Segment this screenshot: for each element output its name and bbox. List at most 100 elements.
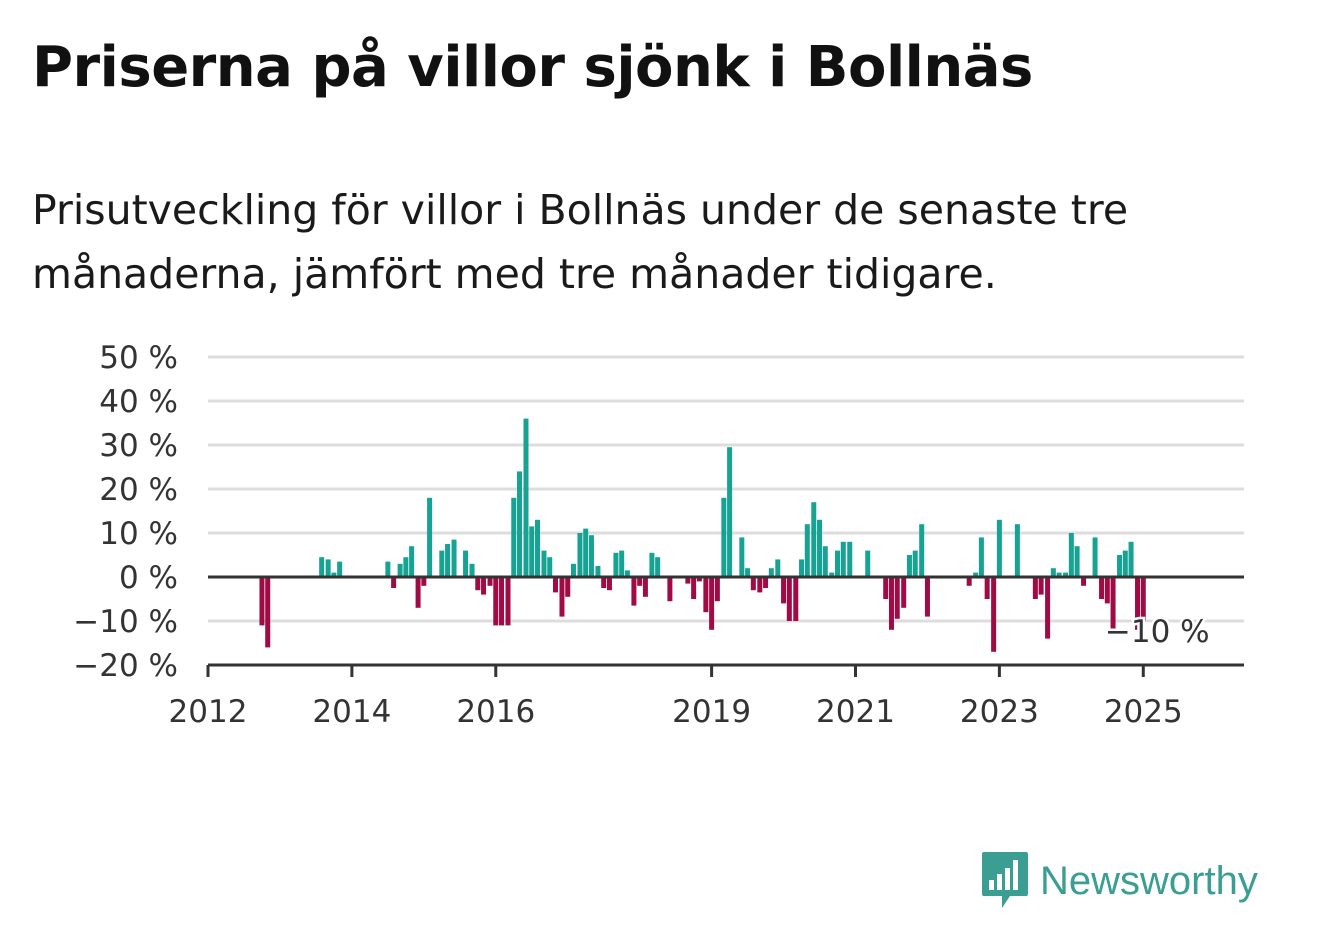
bar — [319, 557, 325, 577]
y-tick-label: 30 % — [99, 428, 178, 464]
bar — [750, 577, 756, 591]
bar — [642, 577, 648, 597]
bar — [835, 550, 841, 577]
bar — [421, 577, 427, 586]
bar — [984, 577, 990, 599]
newsworthy-bars-icon — [982, 852, 1028, 908]
x-tick-label: 2016 — [456, 694, 535, 730]
bar — [1099, 577, 1105, 599]
bar — [924, 577, 930, 617]
bar — [415, 577, 421, 608]
y-tick-label: 40 % — [99, 384, 178, 420]
bar-chart: −20 %−10 %0 %10 %20 %30 %40 %50 % 2012 20… — [73, 340, 1244, 730]
bar — [888, 577, 894, 630]
bar — [1117, 555, 1123, 577]
bar — [595, 566, 601, 577]
x-tick-label: 2012 — [169, 694, 248, 730]
bar — [847, 541, 853, 577]
chart-subtitle: Prisutveckling för villor i Bollnäs unde… — [32, 186, 1129, 298]
x-tick-label: 2014 — [312, 694, 391, 730]
x-tick-label: 2023 — [960, 694, 1039, 730]
bar — [427, 497, 433, 577]
bar — [991, 577, 997, 652]
y-axis-labels: −20 % −10 % 0 % 10 % 20 % 30 % 40 % 50 % — [73, 340, 178, 684]
bar — [619, 550, 625, 577]
last-value-label: −10 % — [1105, 614, 1210, 650]
bar — [685, 577, 691, 584]
bar — [966, 577, 972, 586]
bar — [1056, 572, 1062, 577]
bar — [397, 563, 403, 577]
bar — [1081, 577, 1087, 586]
bar — [1038, 577, 1044, 595]
bar — [565, 577, 571, 597]
bar — [493, 577, 499, 626]
bar — [822, 546, 828, 577]
logo-text: Newsworthy — [1040, 858, 1258, 903]
bar — [829, 572, 835, 577]
bar — [1068, 533, 1074, 577]
bar — [385, 561, 391, 577]
bar — [1104, 577, 1110, 604]
bar — [667, 577, 673, 602]
bar — [1110, 577, 1116, 630]
bar — [469, 563, 475, 577]
bar — [606, 577, 612, 591]
bar — [517, 471, 523, 577]
x-tick-label: 2019 — [672, 694, 751, 730]
y-tick-label: 0 % — [119, 560, 178, 596]
bar — [804, 524, 810, 577]
y-tick-label: 20 % — [99, 472, 178, 508]
bar — [996, 519, 1002, 577]
bar — [1135, 577, 1141, 630]
bar — [781, 577, 787, 604]
bar — [901, 577, 907, 608]
bar — [631, 577, 637, 606]
bar — [337, 561, 343, 577]
bar — [1092, 537, 1098, 577]
bar — [763, 577, 769, 588]
bar — [649, 552, 655, 577]
bar — [1063, 572, 1069, 577]
bar — [331, 572, 337, 577]
bar — [265, 577, 271, 648]
bar — [817, 519, 823, 577]
bar — [1140, 577, 1146, 621]
bar — [409, 546, 415, 577]
bar — [727, 447, 733, 577]
bars — [259, 418, 1146, 652]
bar — [1014, 524, 1020, 577]
bar — [481, 577, 487, 595]
bar — [1128, 541, 1134, 577]
bar — [793, 577, 799, 621]
bar — [786, 577, 792, 621]
bar — [583, 528, 589, 577]
bar — [703, 577, 709, 613]
bar — [541, 550, 547, 577]
axes — [206, 575, 1244, 677]
bar — [463, 550, 469, 577]
bar — [547, 557, 553, 577]
bar — [505, 577, 511, 626]
bar — [745, 568, 751, 577]
bar — [691, 577, 697, 599]
x-axis-labels: 2012 2014 2016 2019 2021 2023 2025 — [169, 694, 1183, 730]
bar — [1032, 577, 1038, 599]
bar — [475, 577, 481, 591]
bar — [511, 497, 517, 577]
bar — [403, 557, 409, 577]
bar — [739, 537, 745, 577]
annotations: −10 % — [1102, 612, 1212, 653]
bar — [775, 559, 781, 577]
bar — [912, 550, 918, 577]
bar — [757, 577, 763, 593]
bar — [1050, 568, 1056, 577]
x-tick-label: 2021 — [816, 694, 895, 730]
y-tick-label: 50 % — [99, 340, 178, 376]
bar — [439, 550, 445, 577]
bar — [1122, 550, 1128, 577]
bar — [919, 524, 925, 577]
bar — [799, 559, 805, 577]
y-tick-label: −20 % — [73, 648, 178, 684]
bar — [978, 537, 984, 577]
